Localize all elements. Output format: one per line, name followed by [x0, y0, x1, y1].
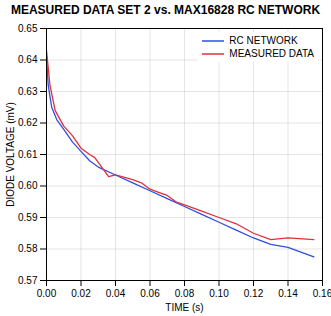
svg-text:0.14: 0.14 [278, 288, 298, 299]
svg-text:0.00: 0.00 [37, 288, 57, 299]
svg-text:DIODE VOLTAGE (mV): DIODE VOLTAGE (mV) [5, 102, 16, 207]
html-text:MEASURED DATA SET 2 vs. MAX168: MEASURED DATA SET 2 vs. MAX16828 RC NETW… [10, 3, 321, 17]
svg-text:0.10: 0.10 [209, 288, 229, 299]
html-text:RC NETWORK: RC NETWORK [229, 35, 298, 46]
svg-text:0.16: 0.16 [313, 288, 331, 299]
html-text:MEASURED DATA: MEASURED DATA [229, 48, 314, 59]
svg-text:0.61: 0.61 [18, 149, 38, 160]
svg-text:0.62: 0.62 [18, 117, 38, 128]
svg-text:0.12: 0.12 [244, 288, 264, 299]
svg-text:TIME (s): TIME (s) [165, 302, 203, 313]
svg-text:0.60: 0.60 [18, 180, 38, 191]
svg-text:0.59: 0.59 [18, 212, 38, 223]
svg-text:0.58: 0.58 [18, 243, 38, 254]
svg-text:0.63: 0.63 [18, 86, 38, 97]
svg-text:0.64: 0.64 [18, 54, 38, 65]
svg-text:0.04: 0.04 [106, 288, 126, 299]
svg-text:0.06: 0.06 [140, 288, 160, 299]
svg-text:0.65: 0.65 [18, 23, 38, 34]
svg-text:0.02: 0.02 [71, 288, 91, 299]
svg-text:0.57: 0.57 [18, 275, 38, 286]
svg-text:0.08: 0.08 [175, 288, 195, 299]
